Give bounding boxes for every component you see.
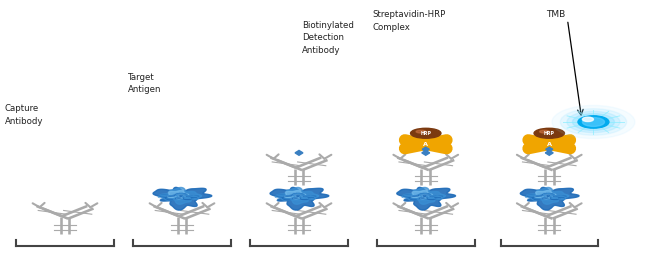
Polygon shape — [545, 151, 553, 155]
Ellipse shape — [540, 130, 549, 133]
Text: TMB: TMB — [546, 10, 566, 20]
Circle shape — [552, 105, 635, 139]
Polygon shape — [153, 187, 212, 210]
Ellipse shape — [534, 128, 564, 138]
Polygon shape — [397, 187, 456, 210]
Circle shape — [567, 111, 620, 133]
Circle shape — [582, 118, 604, 126]
Polygon shape — [270, 187, 329, 210]
Circle shape — [560, 109, 627, 135]
Polygon shape — [526, 187, 569, 204]
Text: A: A — [547, 142, 552, 147]
Polygon shape — [276, 187, 318, 204]
Polygon shape — [546, 147, 552, 152]
Polygon shape — [521, 187, 579, 210]
Circle shape — [578, 116, 609, 128]
Polygon shape — [422, 147, 429, 152]
Polygon shape — [295, 151, 303, 155]
Text: HRP: HRP — [544, 131, 554, 136]
Circle shape — [573, 114, 614, 130]
Circle shape — [582, 117, 593, 121]
Polygon shape — [422, 151, 430, 155]
Ellipse shape — [411, 128, 441, 138]
Text: HRP: HRP — [421, 131, 431, 136]
Polygon shape — [411, 191, 432, 199]
Text: Streptavidin-HRP
Complex: Streptavidin-HRP Complex — [372, 10, 445, 32]
Polygon shape — [403, 187, 445, 204]
Ellipse shape — [416, 130, 426, 133]
Polygon shape — [535, 191, 556, 199]
Polygon shape — [168, 191, 188, 199]
Text: Capture
Antibody: Capture Antibody — [5, 104, 43, 126]
Text: Biotinylated
Detection
Antibody: Biotinylated Detection Antibody — [302, 21, 354, 55]
Text: A: A — [423, 142, 428, 147]
Polygon shape — [159, 187, 202, 204]
Text: Target
Antigen: Target Antigen — [129, 73, 162, 94]
Polygon shape — [285, 191, 306, 199]
